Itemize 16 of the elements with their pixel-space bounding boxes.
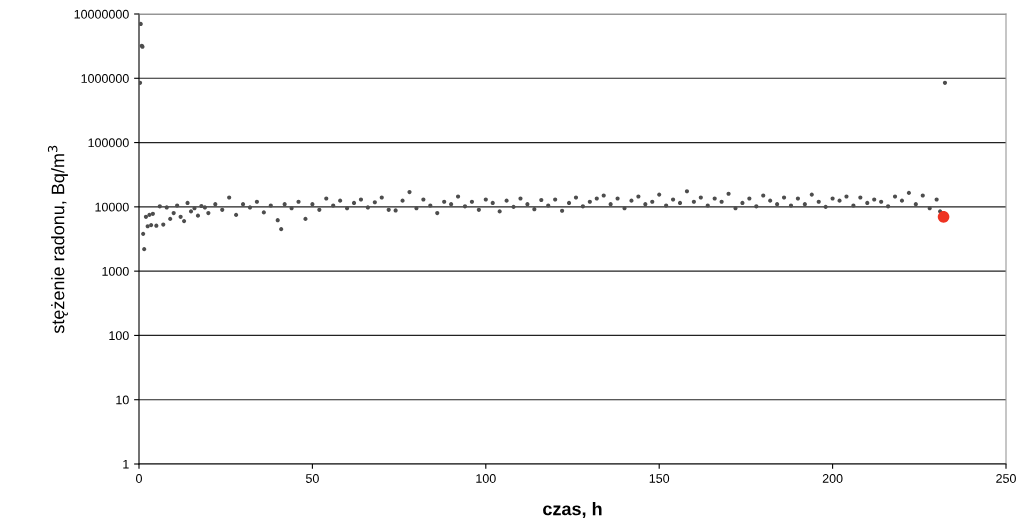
y-tick-label: 10000 xyxy=(95,202,129,212)
y-axis-title: stężenie radonu, Bq/m$^{3}$ xyxy=(47,145,68,334)
y-tick-label: 100000 xyxy=(88,138,129,148)
x-tick-label: 200 xyxy=(822,474,843,483)
x-tick-label: 100 xyxy=(476,474,496,483)
x-axis-title: czas, h xyxy=(543,502,602,518)
x-tick-label: 250 xyxy=(996,474,1016,483)
y-tick-label: 1 xyxy=(123,459,129,469)
y-tick-label: 10 xyxy=(116,395,129,405)
y-tick-label: 1000000 xyxy=(81,74,129,83)
x-tick-label: 50 xyxy=(305,474,319,483)
y-tick-label: 100 xyxy=(109,331,129,341)
y-tick-label: 10000000 xyxy=(74,9,129,19)
x-tick-label: 150 xyxy=(649,474,670,483)
x-tick-label: 0 xyxy=(136,474,142,483)
y-tick-label: 1000 xyxy=(102,266,129,276)
